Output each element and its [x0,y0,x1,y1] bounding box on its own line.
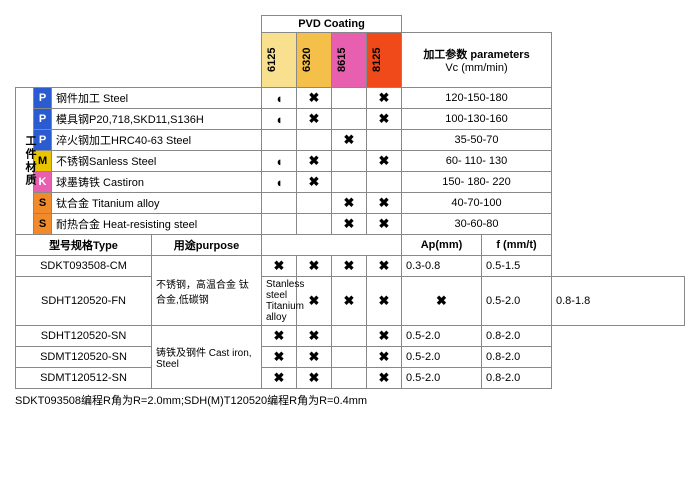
mark-icon: ✖ [262,326,297,347]
purpose-header: 用途purpose [152,235,262,256]
mark-icon: ✖ [367,256,402,277]
mark-icon: ✖ [297,326,332,347]
footnote: SDKT093508编程R角为R=2.0mm;SDH(M)T120520编程R角… [15,392,685,408]
f-cell: 0.8-1.8 [552,277,685,326]
f-header: f (mm/t) [482,235,552,256]
mark-icon: ✖ [332,130,367,151]
spec-table: PVD Coating6125632086158125加工参数 paramete… [15,15,685,389]
f-cell: 0.8-2.0 [482,368,552,389]
mark-icon: ✖ [367,88,402,109]
mark-icon: ✖ [297,256,332,277]
mark-icon: ✖ [367,109,402,130]
vc-cell: 120-150-180 [402,88,552,109]
mark-icon: ✖ [297,151,332,172]
mark-icon: ◖ [262,151,297,172]
mark-icon [332,368,367,389]
mark-icon: ✖ [367,277,402,326]
mark-icon [367,130,402,151]
ap-header: Ap(mm) [402,235,482,256]
mark-icon [332,109,367,130]
mark-icon: ✖ [262,368,297,389]
spec-type: SDHT120520-SN [16,326,152,347]
spec-purpose: 不锈钢，高温合金 钛合金,低碳钢 [152,256,262,326]
spec-type: SDKT093508-CM [16,256,152,277]
mark-icon [297,214,332,235]
ap-cell: 0.5-2.0 [402,326,482,347]
spec-purpose: 铸铁及钢件 Cast iron, Steel [152,326,262,389]
mark-icon: ◖ [262,109,297,130]
mark-icon: ◖ [262,88,297,109]
pvd-header: PVD Coating [262,16,402,33]
mark-icon: ✖ [332,193,367,214]
mark-icon: ✖ [262,347,297,368]
mark-icon: ✖ [262,256,297,277]
mark-icon: ✖ [297,172,332,193]
mark-icon [367,172,402,193]
grade-6320: 6320 [297,33,332,88]
mark-icon: ✖ [332,256,367,277]
vc-cell: 60- 110- 130 [402,151,552,172]
mark-icon [332,151,367,172]
ap-cell: 0.5-2.0 [482,277,552,326]
mark-icon: ✖ [332,277,367,326]
spec-type: SDMT120512-SN [16,368,152,389]
material-tag: P [34,88,52,109]
material-tag: S [34,193,52,214]
mark-icon: ✖ [367,193,402,214]
mark-icon: ✖ [367,368,402,389]
mark-icon: ✖ [297,88,332,109]
mark-icon: ✖ [297,368,332,389]
ap-cell: 0.5-2.0 [402,368,482,389]
mark-icon: ✖ [402,277,482,326]
mark-icon [332,88,367,109]
material-name: 钢件加工 Steel [52,88,262,109]
ap-cell: 0.3-0.8 [402,256,482,277]
grade-8615: 8615 [332,33,367,88]
vc-cell: 35-50-70 [402,130,552,151]
mark-icon [297,193,332,214]
material-name: 耐热合金 Heat-resisting steel [52,214,262,235]
mark-icon: ✖ [332,214,367,235]
spec-purpose: Stanless steel Titanium alloy [262,277,297,326]
mark-icon: ✖ [297,109,332,130]
f-cell: 0.5-1.5 [482,256,552,277]
mark-icon [332,347,367,368]
mark-icon: ✖ [367,326,402,347]
f-cell: 0.8-2.0 [482,326,552,347]
mark-icon: ◖ [262,172,297,193]
material-tag: S [34,214,52,235]
material-name: 淬火钢加工HRC40-63 Steel [52,130,262,151]
ap-cell: 0.5-2.0 [402,347,482,368]
spec-type: SDMT120520-SN [16,347,152,368]
vc-cell: 100-130-160 [402,109,552,130]
material-group-label: 工件材质 [16,88,34,235]
mark-icon: ✖ [367,347,402,368]
params-header: 加工参数 parametersVc (mm/min) [402,33,552,88]
mark-icon: ✖ [367,214,402,235]
mark-icon [262,214,297,235]
mark-icon [297,130,332,151]
mark-icon: ✖ [367,151,402,172]
mark-icon [332,172,367,193]
spec-type: SDHT120520-FN [16,277,152,326]
grade-8125: 8125 [367,33,402,88]
material-name: 球墨铸铁 Castiron [52,172,262,193]
vc-cell: 30-60-80 [402,214,552,235]
material-name: 模具钢P20,718,SKD11,S136H [52,109,262,130]
vc-cell: 150- 180- 220 [402,172,552,193]
material-name: 钛合金 Titanium alloy [52,193,262,214]
mark-icon [332,326,367,347]
mark-icon [262,130,297,151]
f-cell: 0.8-2.0 [482,347,552,368]
grade-6125: 6125 [262,33,297,88]
mark-icon [262,193,297,214]
material-tag: P [34,109,52,130]
mark-icon: ✖ [297,347,332,368]
material-name: 不锈钢Sanless Steel [52,151,262,172]
vc-cell: 40-70-100 [402,193,552,214]
type-header: 型号规格Type [16,235,152,256]
